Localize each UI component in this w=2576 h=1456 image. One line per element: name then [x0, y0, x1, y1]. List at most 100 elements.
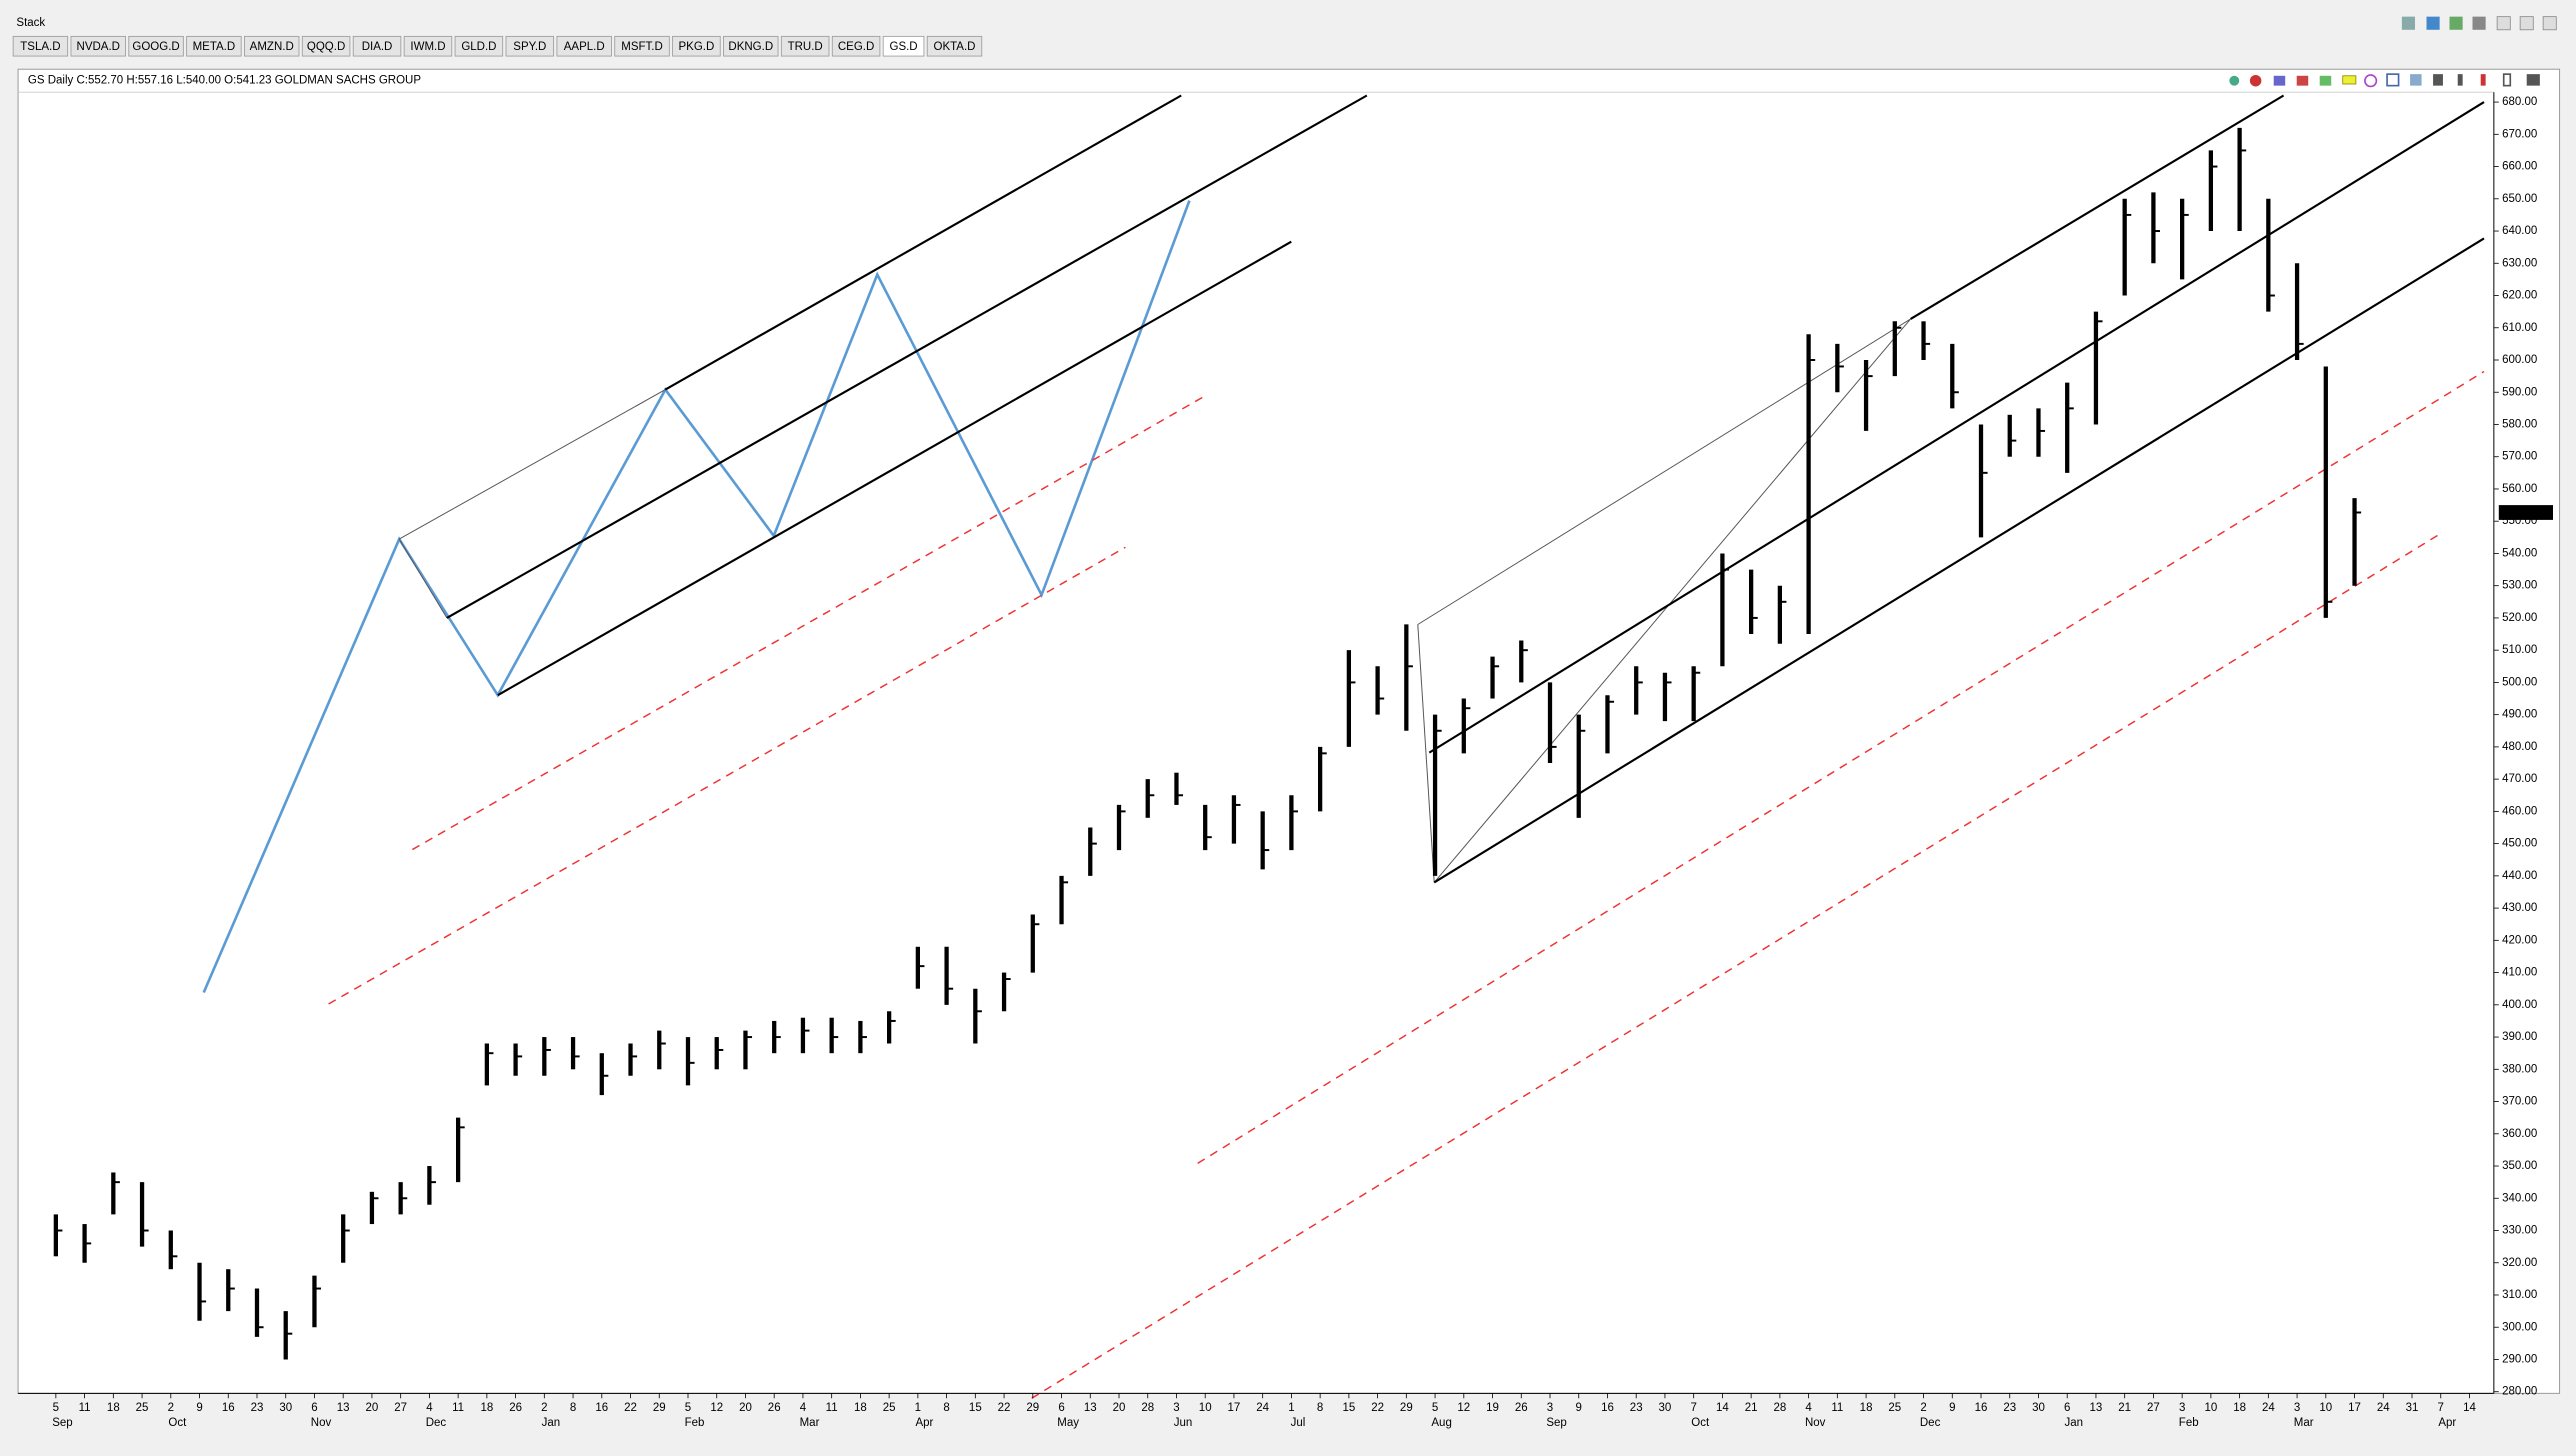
x-tick-label: 7 — [2438, 1402, 2444, 1414]
y-tick-label: 450.00 — [2502, 838, 2537, 850]
y-tick-label: 370.00 — [2502, 1096, 2537, 1108]
tool-icon[interactable] — [2410, 74, 2422, 86]
tab-label: MSFT.D — [621, 41, 663, 53]
icon[interactable] — [2426, 16, 2440, 30]
dashed-line — [1197, 370, 2485, 1164]
trend-line — [398, 538, 448, 619]
close-button[interactable] — [2542, 16, 2557, 31]
maximize-button[interactable] — [2519, 16, 2534, 31]
tab-label: GOOG.D — [132, 41, 179, 53]
x-tick-label: 13 — [337, 1402, 350, 1414]
tab[interactable] — [926, 35, 983, 57]
y-tick-label: 640.00 — [2502, 225, 2537, 237]
tool-icon[interactable] — [2526, 74, 2540, 86]
tool-icon[interactable] — [2364, 74, 2378, 88]
last-price-tag — [2498, 505, 2553, 520]
x-tick-label: 6 — [1058, 1402, 1064, 1414]
tab-label: META.D — [193, 41, 236, 53]
x-tick-label: 2 — [1920, 1402, 1926, 1414]
x-tick-label: 8 — [1317, 1402, 1323, 1414]
y-tick-label: 530.00 — [2502, 580, 2537, 592]
tab[interactable] — [403, 35, 453, 57]
chart-header: GS Daily C:552.70 H:557.16 L:540.00 O:54… — [28, 75, 421, 87]
dashed-line — [1031, 533, 2441, 1399]
x-tick-label: 16 — [595, 1402, 608, 1414]
x-tick-label: 18 — [854, 1402, 867, 1414]
tab[interactable] — [244, 35, 300, 57]
x-tick-label: 20 — [366, 1402, 379, 1414]
icon[interactable] — [2401, 16, 2415, 30]
tab[interactable] — [723, 35, 779, 57]
trend-line — [1417, 318, 1911, 625]
x-month-label: Jul — [1291, 1417, 1306, 1429]
tool-icon[interactable] — [2386, 73, 2400, 87]
tab[interactable] — [672, 35, 721, 57]
tab[interactable] — [831, 35, 881, 57]
x-tick-label: 23 — [1630, 1402, 1643, 1414]
last-price-label: 552.70 — [2508, 507, 2543, 519]
x-tick-label: 22 — [624, 1402, 637, 1414]
x-tick-label: 9 — [196, 1402, 202, 1414]
x-tick-label: 1 — [915, 1402, 921, 1414]
tool-icon[interactable] — [2319, 75, 2332, 86]
tab-label: AAPL.D — [564, 41, 605, 53]
tab[interactable] — [505, 35, 555, 57]
trend-line — [398, 389, 666, 540]
tab[interactable] — [454, 35, 504, 57]
tab[interactable] — [186, 35, 242, 57]
tab-label: GS.D — [890, 41, 918, 53]
x-tick-label: 22 — [998, 1402, 1011, 1414]
y-tick-label: 630.00 — [2502, 257, 2537, 269]
tool-icon[interactable] — [2457, 74, 2463, 86]
tab-label: IWM.D — [410, 41, 445, 53]
tool-icon[interactable] — [2296, 75, 2309, 86]
tab-bar: TSLA.D NVDA.D GOOG.D META.D AMZN.D QQQ.D DIA.D… — [12, 35, 983, 57]
x-tick-label: 18 — [480, 1402, 493, 1414]
tab[interactable] — [556, 35, 612, 57]
tab[interactable] — [12, 35, 69, 57]
tab[interactable] — [780, 35, 830, 57]
tab[interactable] — [301, 35, 351, 57]
x-tick-label: 24 — [1256, 1402, 1269, 1414]
chart-toolbar — [2229, 73, 2540, 88]
x-tick-label: 13 — [1084, 1402, 1097, 1414]
tool-icon[interactable] — [2229, 75, 2240, 86]
tool-icon[interactable] — [2273, 75, 2286, 86]
tab-label: TRU.D — [788, 41, 823, 53]
tab[interactable] — [128, 35, 184, 57]
icon[interactable] — [2472, 16, 2486, 30]
y-tick-label: 380.00 — [2502, 1063, 2537, 1075]
x-month-label: Nov — [311, 1417, 332, 1429]
window-controls — [2401, 16, 2557, 31]
x-tick-label: 25 — [883, 1402, 896, 1414]
tool-icon[interactable] — [2342, 75, 2357, 85]
tab[interactable] — [70, 35, 126, 57]
x-month-label: Mar — [800, 1417, 820, 1429]
minimize-button[interactable] — [2496, 16, 2511, 31]
x-month-label: Jun — [1174, 1417, 1193, 1429]
x-tick-label: 28 — [1773, 1402, 1786, 1414]
tab[interactable] — [352, 35, 402, 57]
x-tick-label: 21 — [2118, 1402, 2131, 1414]
x-month-label: Oct — [1691, 1417, 1710, 1429]
tool-icon[interactable] — [2433, 74, 2443, 86]
tab-label: TSLA.D — [20, 41, 60, 53]
tool-icon[interactable] — [2502, 73, 2512, 87]
x-tick-label: 1 — [1288, 1402, 1294, 1414]
y-tick-label: 480.00 — [2502, 741, 2537, 753]
tool-icon[interactable] — [2480, 74, 2486, 86]
x-tick-label: 18 — [2233, 1402, 2246, 1414]
tool-icon[interactable] — [2249, 74, 2262, 87]
x-tick-label: 26 — [768, 1402, 781, 1414]
tab[interactable] — [614, 35, 670, 57]
y-tick-label: 350.00 — [2502, 1160, 2537, 1172]
y-tick-label: 410.00 — [2502, 967, 2537, 979]
tab[interactable] — [882, 35, 925, 57]
y-tick-label: 470.00 — [2502, 773, 2537, 785]
y-tick-label: 360.00 — [2502, 1128, 2537, 1140]
x-tick-label: 12 — [1457, 1402, 1470, 1414]
y-tick-label: 600.00 — [2502, 354, 2537, 366]
x-tick-label: 14 — [1716, 1402, 1729, 1414]
icon[interactable] — [2449, 16, 2463, 30]
x-tick-label: 3 — [2179, 1402, 2185, 1414]
